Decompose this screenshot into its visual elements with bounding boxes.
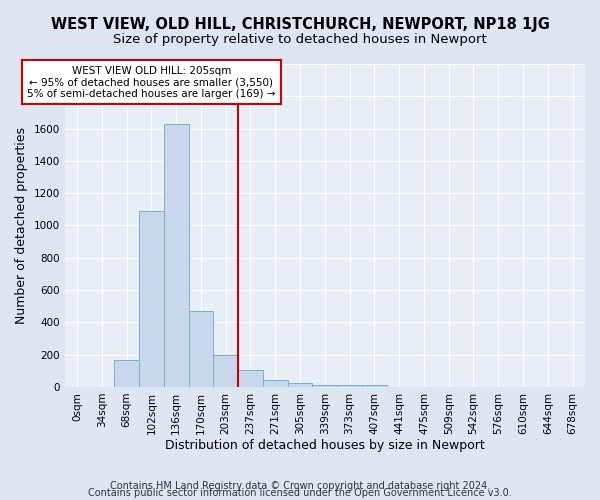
Text: WEST VIEW, OLD HILL, CHRISTCHURCH, NEWPORT, NP18 1JG: WEST VIEW, OLD HILL, CHRISTCHURCH, NEWPO… xyxy=(50,18,550,32)
Bar xyxy=(139,211,164,387)
Bar xyxy=(214,354,238,387)
Bar xyxy=(313,386,337,387)
Bar xyxy=(362,386,387,387)
Bar xyxy=(263,380,287,387)
Bar xyxy=(287,383,313,387)
Text: Contains public sector information licensed under the Open Government Licence v3: Contains public sector information licen… xyxy=(88,488,512,498)
Bar xyxy=(188,311,214,387)
Bar xyxy=(114,360,139,387)
Y-axis label: Number of detached properties: Number of detached properties xyxy=(15,127,28,324)
Text: Size of property relative to detached houses in Newport: Size of property relative to detached ho… xyxy=(113,32,487,46)
Text: Contains HM Land Registry data © Crown copyright and database right 2024.: Contains HM Land Registry data © Crown c… xyxy=(110,481,490,491)
Bar xyxy=(164,124,188,387)
X-axis label: Distribution of detached houses by size in Newport: Distribution of detached houses by size … xyxy=(165,440,485,452)
Text: WEST VIEW OLD HILL: 205sqm
← 95% of detached houses are smaller (3,550)
5% of se: WEST VIEW OLD HILL: 205sqm ← 95% of deta… xyxy=(27,66,275,99)
Bar xyxy=(337,386,362,387)
Bar xyxy=(238,370,263,387)
